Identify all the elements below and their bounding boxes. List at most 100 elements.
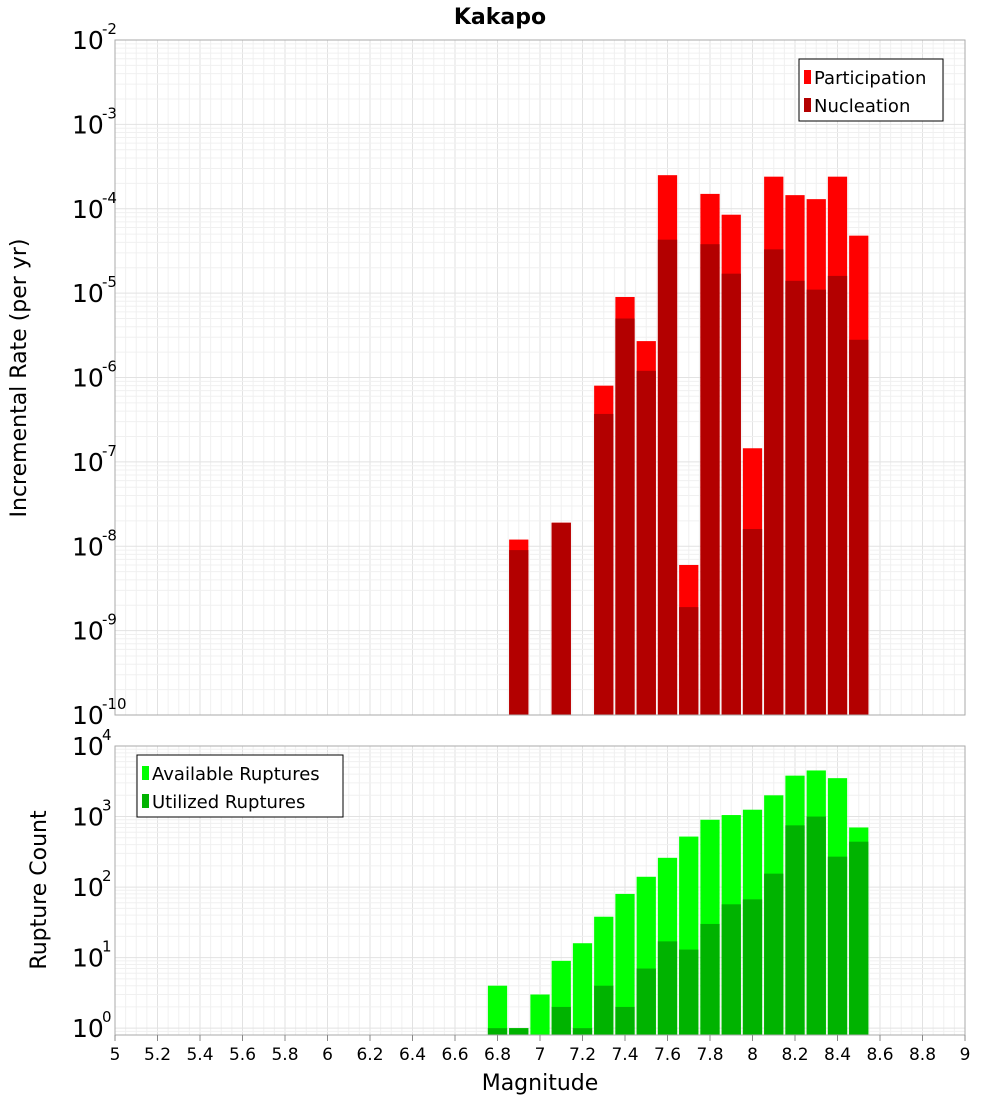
bar-nucleation [700, 244, 720, 716]
y-tick-exponent: -4 [102, 189, 117, 207]
bar-nucleation [636, 370, 656, 715]
y-tick-exponent: -6 [102, 358, 117, 376]
x-tick-label: 5.2 [144, 1045, 171, 1065]
x-tick-label: 8.2 [781, 1045, 808, 1065]
bar-nucleation [679, 607, 699, 715]
x-tick-label: 7.8 [696, 1045, 723, 1065]
y-tick-exponent: -7 [102, 442, 117, 460]
bar-nucleation [742, 529, 763, 715]
x-tick-label: 5 [110, 1045, 121, 1065]
bar-nucleation [827, 275, 848, 715]
top-legend: Participation Nucleation [798, 58, 944, 122]
bar-nucleation [806, 289, 826, 715]
bottom-bars [487, 770, 869, 1035]
x-tick-label: 6 [322, 1045, 333, 1065]
bar-nucleation [657, 239, 678, 716]
x-tick-label: 9 [960, 1045, 971, 1065]
top-y-axis-label: Incremental Rate (per yr) [7, 239, 32, 518]
x-tick-label: 5.6 [229, 1045, 256, 1065]
bar-utilized-ruptures [487, 1028, 508, 1035]
bar-utilized-ruptures [700, 923, 720, 1035]
bar-utilized-ruptures [785, 825, 805, 1035]
y-tick-exponent: -5 [102, 273, 117, 291]
legend-swatch [142, 766, 149, 780]
x-tick-label: 7.4 [611, 1045, 638, 1065]
bar-available-ruptures [487, 985, 508, 1035]
bar-nucleation [509, 550, 529, 715]
x-tick-label: 5.4 [186, 1045, 213, 1065]
legend-swatch [142, 794, 149, 808]
x-tick-label: 6.4 [399, 1045, 426, 1065]
y-tick-exponent: -3 [102, 104, 117, 122]
x-tick-label: 7 [535, 1045, 546, 1065]
y-tick-label: 10 [72, 944, 104, 973]
bar-utilized-ruptures [551, 1006, 571, 1035]
bar-utilized-ruptures [806, 816, 826, 1035]
y-tick-label: 10 [72, 732, 104, 761]
bar-utilized-ruptures [594, 985, 614, 1035]
bar-nucleation [594, 413, 614, 715]
y-tick-exponent: -10 [102, 695, 127, 713]
x-tick-label: 6.8 [484, 1045, 511, 1065]
y-tick-label: 10 [72, 873, 104, 902]
y-tick-label: 10 [72, 364, 104, 393]
bar-utilized-ruptures [572, 1028, 593, 1035]
y-tick-exponent: -2 [102, 20, 117, 38]
x-tick-label: 7.2 [569, 1045, 596, 1065]
y-tick-label: 10 [72, 279, 104, 308]
chart-title: Kakapo [454, 5, 546, 30]
y-tick-label: 10 [72, 1014, 104, 1043]
x-axis-label: Magnitude [482, 1071, 599, 1096]
top-bars [509, 175, 869, 716]
bar-nucleation [764, 249, 784, 716]
x-tick-label: 5.8 [271, 1045, 298, 1065]
y-tick-label: 10 [72, 803, 104, 832]
y-tick-label: 10 [72, 195, 104, 224]
top-plot-border [114, 39, 966, 716]
legend-entry: Available Ruptures [152, 764, 320, 785]
bar-utilized-ruptures [721, 904, 741, 1035]
y-tick-exponent: 3 [102, 797, 112, 815]
y-tick-exponent: -9 [102, 611, 117, 629]
y-tick-exponent: 0 [102, 1008, 112, 1026]
bar-utilized-ruptures [679, 949, 699, 1035]
bar-available-ruptures [572, 943, 593, 1035]
legend-box [136, 754, 344, 818]
y-tick-label: 10 [72, 448, 104, 477]
bar-utilized-ruptures [509, 1028, 529, 1035]
x-tick-label: 7.6 [654, 1045, 681, 1065]
legend-swatch [804, 70, 811, 84]
bar-utilized-ruptures [636, 968, 656, 1035]
bar-available-ruptures [615, 893, 635, 1035]
y-tick-label: 10 [72, 110, 104, 139]
y-tick-exponent: 4 [102, 726, 112, 744]
x-tick-label: 8.6 [866, 1045, 893, 1065]
bar-nucleation [615, 318, 635, 715]
bar-utilized-ruptures [657, 941, 678, 1035]
legend-box [798, 58, 944, 122]
x-tick-label: 8 [747, 1045, 758, 1065]
bar-utilized-ruptures [615, 1006, 635, 1035]
y-tick-label: 10 [72, 617, 104, 646]
x-axis-ticks: 5 5.2 5.4 5.6 5.8 6 6.2 6.4 6.6 6.8 7 7.2 7.4 7.6 7.8 8… [110, 1035, 971, 1065]
y-tick-exponent: 1 [102, 938, 112, 956]
y-tick-label: 10 [72, 26, 104, 55]
x-tick-label: 8.4 [824, 1045, 851, 1065]
x-tick-label: 6.6 [441, 1045, 468, 1065]
bar-nucleation [551, 522, 571, 715]
bar-nucleation [721, 273, 741, 715]
legend-entry: Participation [814, 68, 926, 89]
legend-entry: Nucleation [814, 96, 910, 117]
bar-nucleation [785, 280, 805, 715]
y-tick-exponent: 2 [102, 867, 112, 885]
x-tick-label: 6.2 [356, 1045, 383, 1065]
bottom-y-axis-label: Rupture Count [27, 810, 52, 970]
x-tick-label: 8.8 [909, 1045, 936, 1065]
y-tick-label: 10 [72, 532, 104, 561]
y-tick-exponent: -8 [102, 526, 117, 544]
bottom-legend: Available Ruptures Utilized Ruptures [136, 754, 344, 818]
